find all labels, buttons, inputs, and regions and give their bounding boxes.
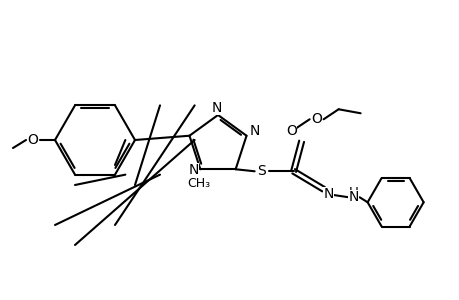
Text: CH₃: CH₃	[186, 177, 209, 190]
Text: O: O	[28, 133, 39, 147]
Text: N: N	[188, 163, 198, 177]
Text: O: O	[311, 112, 321, 126]
Text: N: N	[249, 124, 259, 138]
Text: N: N	[347, 190, 358, 204]
Text: S: S	[257, 164, 265, 178]
Text: N: N	[211, 101, 222, 115]
Text: N: N	[323, 187, 333, 201]
Text: O: O	[285, 124, 297, 138]
Text: H: H	[348, 186, 358, 199]
